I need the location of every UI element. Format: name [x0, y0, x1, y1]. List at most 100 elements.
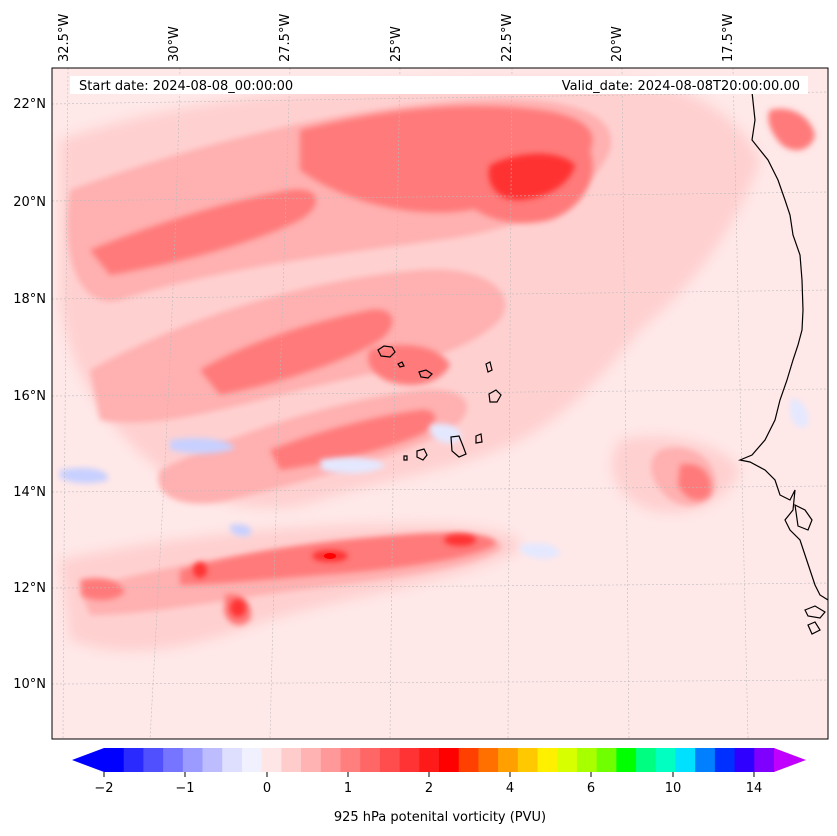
longitude-labels: 32.5°W 30°W 27.5°W 25°W 22.5°W 20°W 17.5°W — [57, 14, 736, 62]
pv-max-cores — [193, 153, 575, 617]
lon-label: 30°W — [167, 26, 182, 62]
colorbar-bin — [655, 748, 676, 772]
colorbar-bin — [320, 748, 341, 772]
colorbar-extend-min — [72, 748, 104, 772]
colorbar-bin — [478, 748, 499, 772]
map-frame — [51, 67, 829, 740]
colorbar-bin — [419, 748, 440, 772]
colorbar-bin — [458, 748, 479, 772]
colorbar-label: 925 hPa potenital vorticity (PVU) — [334, 810, 546, 825]
parallel-10n — [52, 679, 828, 685]
colorbar-bin — [104, 748, 125, 772]
maio-island — [475, 433, 483, 444]
colorbar-tick-label: 10 — [665, 781, 682, 796]
sao-vicente-island — [397, 361, 405, 368]
colorbar: −2 −1 0 1 2 4 6 10 14 925 hPa potenital vorticit… — [72, 748, 806, 825]
date-header-box — [70, 76, 808, 94]
pv-field — [60, 79, 815, 651]
colorbar-bin — [557, 748, 578, 772]
colorbar-bin — [675, 748, 696, 772]
colorbar-bin — [616, 748, 637, 772]
colorbar-bin — [202, 748, 223, 772]
lon-label: 25°W — [389, 26, 404, 62]
colorbar-bin — [596, 748, 617, 772]
coast-inlet — [794, 503, 813, 531]
gridlines — [52, 68, 828, 739]
lat-label: 20°N — [13, 195, 46, 210]
colorbar-bin — [517, 748, 539, 772]
lon-label: 27.5°W — [278, 14, 293, 62]
parallel-18n — [52, 289, 828, 300]
african-coastline — [737, 91, 828, 601]
coastlines — [377, 91, 828, 635]
lon-label: 20°W — [610, 26, 625, 62]
lat-label: 10°N — [13, 677, 46, 692]
meridian-30w — [149, 68, 181, 739]
colorbar-bin — [340, 748, 361, 772]
fogo-island — [416, 448, 428, 461]
lat-label: 14°N — [13, 485, 46, 500]
lon-label: 22.5°W — [500, 14, 515, 62]
lat-label: 18°N — [13, 292, 46, 307]
colorbar-bin — [222, 748, 243, 772]
sao-nicolau-island — [418, 369, 433, 379]
colorbar-bin — [498, 748, 519, 772]
meridian-20w — [621, 68, 630, 739]
parallel-16n — [52, 388, 828, 397]
lon-label: 32.5°W — [57, 14, 72, 62]
colorbar-tick-label: 2 — [425, 781, 433, 796]
map-area: Start date: 2024-08-08_00:00:00 Valid_da… — [52, 68, 828, 739]
brava-island — [403, 455, 408, 461]
santo-antao-island — [377, 345, 396, 358]
colorbar-tick-label: 0 — [263, 781, 271, 796]
colorbar-bin — [695, 748, 716, 772]
colorbar-bin — [123, 748, 144, 772]
colorbar-tick-label: 6 — [587, 781, 595, 796]
colorbar-tick-label: −2 — [94, 781, 113, 796]
lat-label: 12°N — [13, 581, 46, 596]
lat-label: 16°N — [13, 389, 46, 404]
bijagos-island-2 — [807, 621, 821, 635]
boa-vista-island — [488, 389, 502, 403]
colorbar-bin — [261, 748, 282, 772]
meridian-17-5w — [732, 68, 749, 739]
colorbar-bin — [143, 748, 164, 772]
colorbar-ticks: −2 −1 0 1 2 4 6 10 14 — [94, 772, 762, 796]
colorbar-bin — [734, 748, 755, 772]
meridian-27-5w — [269, 68, 291, 739]
colorbar-tick-label: 1 — [344, 781, 352, 796]
colorbar-bin — [754, 748, 775, 772]
parallel-22n — [52, 91, 828, 105]
colorbar-bin — [281, 748, 302, 772]
colorbar-bin — [636, 748, 657, 772]
pv-peak-core — [324, 553, 336, 559]
colorbar-bin — [576, 748, 598, 772]
start-date-text: Start date: 2024-08-08_00:00:00 — [79, 79, 293, 94]
pv-negative-patches — [60, 399, 809, 559]
parallel-20n — [52, 191, 828, 202]
colorbar-extend-max — [774, 748, 806, 772]
parallel-12n — [52, 582, 828, 589]
colorbar-bin — [241, 748, 263, 772]
santiago-island — [450, 435, 467, 458]
colorbar-bin — [537, 748, 558, 772]
colorbar-bin — [182, 748, 204, 772]
lon-label: 17.5°W — [721, 14, 736, 62]
colorbar-tick-label: 14 — [746, 781, 763, 796]
colorbar-bin — [379, 748, 401, 772]
meridian-25w — [389, 68, 401, 739]
colorbar-bin — [439, 748, 460, 772]
meridian-22-5w — [507, 68, 513, 739]
latitude-labels: 22°N 20°N 18°N 16°N 14°N 12°N 10°N — [13, 97, 46, 692]
colorbar-bin — [163, 748, 184, 772]
colorbar-tick-label: −1 — [175, 781, 194, 796]
bijagos-island — [804, 605, 826, 619]
sal-island — [485, 361, 493, 373]
valid-date-text: Valid_date: 2024-08-08T20:00:00.00 — [562, 79, 800, 94]
colorbar-bin — [399, 748, 420, 772]
colorbar-bin — [360, 748, 381, 772]
colorbar-bin — [714, 748, 736, 772]
parallel-14n — [52, 485, 828, 493]
lat-label: 22°N — [13, 97, 46, 112]
